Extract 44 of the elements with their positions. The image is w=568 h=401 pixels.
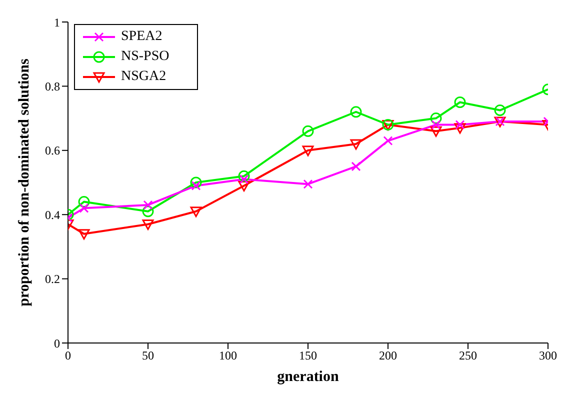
x-axis-title: gneration	[277, 369, 340, 385]
y-tick-label: 0.4	[45, 208, 60, 222]
x-tick-label: 50	[142, 348, 154, 363]
point	[350, 139, 362, 150]
point	[238, 180, 250, 192]
legend-label: SPEA2	[121, 29, 162, 45]
point	[455, 120, 465, 130]
point	[190, 176, 202, 188]
point	[238, 170, 250, 182]
point	[303, 179, 313, 189]
point	[78, 229, 90, 240]
point	[191, 180, 201, 190]
point	[142, 219, 154, 230]
point	[78, 196, 90, 208]
point	[351, 162, 361, 172]
y-tick-label: 1	[54, 15, 60, 30]
point	[190, 206, 202, 218]
x-tick-label: 100	[219, 348, 237, 363]
legend-label: NSGA2	[121, 69, 166, 85]
point	[430, 112, 442, 124]
point	[383, 136, 393, 146]
point	[430, 126, 442, 137]
point	[454, 123, 466, 134]
point	[494, 104, 506, 116]
x-tick-label: 250	[459, 348, 477, 363]
point	[302, 146, 314, 156]
y-tick-label: 0.8	[45, 79, 60, 94]
x-tick-label: 150	[299, 348, 317, 363]
x-tick-label: 300	[539, 348, 557, 363]
y-tick-label: 0.6	[45, 144, 60, 158]
y-tick-label: 0.2	[45, 272, 60, 286]
x-tick-label: 0	[65, 348, 71, 363]
point	[239, 174, 249, 184]
x-tick-label: 200	[379, 348, 397, 363]
point	[431, 120, 441, 130]
legend-label: NS-PSO	[121, 49, 170, 65]
y-axis-title: proportion of non-dominated solutions	[16, 58, 32, 306]
point	[143, 200, 153, 210]
y-tick-label: 0	[54, 336, 60, 350]
point	[79, 203, 89, 213]
point	[454, 96, 466, 108]
point	[142, 206, 154, 218]
point	[350, 106, 362, 118]
point	[302, 125, 314, 137]
